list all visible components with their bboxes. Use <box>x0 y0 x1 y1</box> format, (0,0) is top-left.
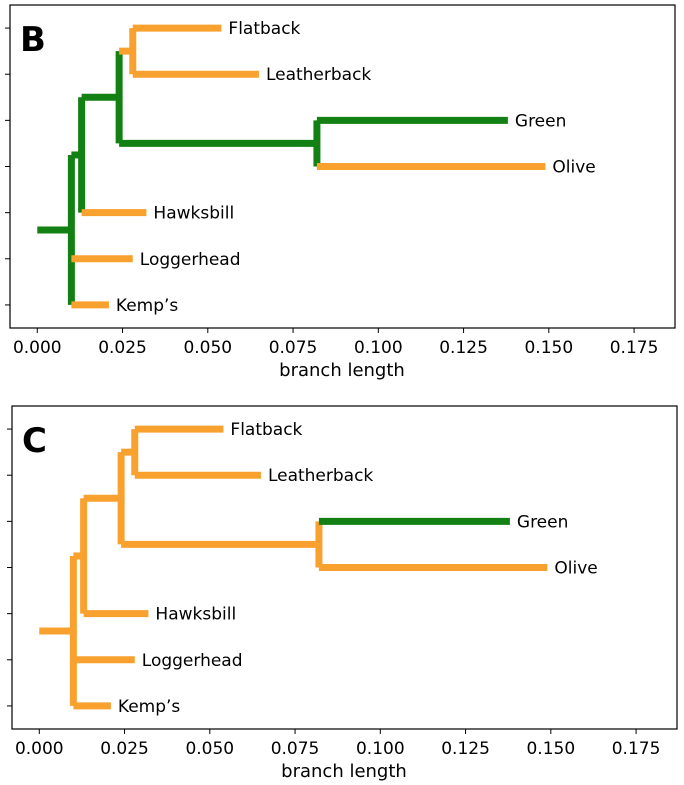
tree-branches <box>37 24 546 309</box>
y-ticks <box>7 428 12 707</box>
x-tick-label: 0.000 <box>15 739 64 759</box>
x-tick-label: 0.075 <box>271 739 320 759</box>
x-tick-label: 0.125 <box>439 338 488 358</box>
x-axis-title: branch length <box>279 360 405 381</box>
leaf-label: Hawksbill <box>153 204 234 224</box>
leaf-label: Leatherback <box>266 65 371 85</box>
panel-label: B <box>20 20 46 60</box>
leaf-label: Green <box>517 512 568 532</box>
x-tick-label: 0.000 <box>13 338 62 358</box>
leaf-label: Flatback <box>230 420 302 440</box>
panel-label: C <box>22 421 47 461</box>
leaf-label: Olive <box>552 158 595 178</box>
x-tick-label: 0.050 <box>183 338 232 358</box>
x-tick-label: 0.075 <box>269 338 318 358</box>
tree-branches <box>39 425 548 710</box>
x-tick-label: 0.100 <box>354 338 403 358</box>
x-tick-label: 0.025 <box>100 739 149 759</box>
leaf-label: Loggerhead <box>142 651 243 671</box>
leaf-label: Kemp’s <box>118 697 181 717</box>
x-tick-label: 0.175 <box>610 338 659 358</box>
leaf-label: Flatback <box>228 19 300 39</box>
panel-b: B Flatback Leatherback Green Olive Hawksbill… <box>5 4 676 381</box>
leaf-labels: Flatback Leatherback Green Olive Hawksbill Lo… <box>116 19 596 316</box>
x-tick-label: 0.050 <box>185 739 234 759</box>
leaf-label: Loggerhead <box>140 250 241 270</box>
x-axis-title: branch length <box>281 761 407 782</box>
leaf-label: Leatherback <box>268 466 373 486</box>
x-tick-label: 0.150 <box>526 739 575 759</box>
y-ticks <box>5 27 10 306</box>
leaf-label: Hawksbill <box>155 605 236 625</box>
panel-c: C Flatback Leatherback Green Olive Hawksbill… <box>7 405 678 782</box>
leaf-labels: Flatback Leatherback Green Olive Hawksbill Lo… <box>118 420 598 717</box>
x-tick-label: 0.025 <box>98 338 147 358</box>
x-tick-label: 0.100 <box>356 739 405 759</box>
leaf-label: Olive <box>554 559 597 579</box>
x-axis: 0.000 0.025 0.050 0.075 0.100 0.125 0.150 0.175 <box>15 729 660 759</box>
leaf-label: Kemp’s <box>116 296 179 316</box>
x-axis: 0.000 0.025 0.050 0.075 0.100 0.125 0.150 0.175 <box>13 328 658 358</box>
leaf-label: Green <box>515 111 566 131</box>
x-tick-label: 0.175 <box>612 739 661 759</box>
x-tick-label: 0.150 <box>524 338 573 358</box>
x-tick-label: 0.125 <box>441 739 490 759</box>
